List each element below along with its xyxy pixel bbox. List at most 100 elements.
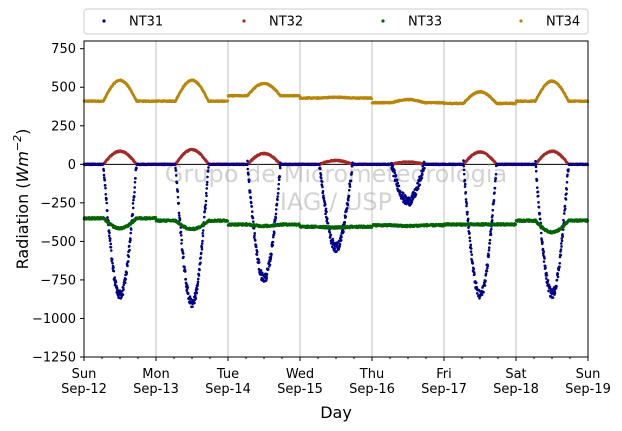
data-point	[102, 173, 106, 177]
data-point	[109, 242, 113, 246]
data-point	[245, 162, 249, 166]
data-point	[246, 167, 250, 171]
data-point	[176, 190, 180, 193]
data-point	[247, 178, 251, 182]
data-point	[249, 196, 253, 200]
data-point	[277, 178, 281, 182]
data-point	[257, 261, 261, 264]
data-point	[184, 277, 188, 281]
data-point	[180, 238, 184, 242]
data-point	[107, 229, 111, 232]
data-point	[105, 201, 109, 205]
legend-label: NT31	[129, 15, 163, 30]
data-point	[177, 201, 181, 205]
data-point	[276, 195, 280, 198]
data-point	[274, 208, 278, 211]
data-point	[276, 198, 279, 202]
data-point	[259, 269, 263, 272]
data-point	[193, 301, 196, 305]
data-point	[128, 248, 131, 252]
data-point	[112, 269, 116, 273]
data-point	[125, 271, 129, 275]
data-point	[204, 199, 208, 203]
data-point	[268, 263, 272, 267]
data-point	[134, 177, 137, 180]
data-point	[129, 228, 133, 231]
data-point	[206, 175, 209, 179]
legend-label: NT33	[408, 15, 442, 30]
data-point	[204, 207, 207, 210]
data-point	[104, 186, 107, 190]
data-point	[253, 234, 256, 237]
data-point	[109, 249, 113, 252]
data-point	[131, 206, 135, 210]
data-point	[199, 261, 202, 265]
data-point	[174, 174, 178, 177]
data-point	[178, 218, 182, 221]
data-point	[176, 195, 180, 199]
data-point	[204, 191, 208, 195]
data-point	[123, 281, 127, 285]
series-layer	[82, 78, 590, 309]
data-point	[104, 193, 108, 196]
data-point	[181, 252, 185, 255]
data-point	[179, 230, 183, 234]
data-point	[182, 255, 185, 259]
data-point	[180, 242, 183, 245]
data-point	[191, 305, 194, 308]
data-point	[109, 245, 113, 249]
data-point	[201, 239, 204, 243]
data-point	[110, 258, 114, 261]
data-point	[106, 216, 109, 219]
data-point	[196, 277, 200, 281]
data-point	[101, 162, 105, 166]
data-point	[250, 210, 254, 213]
data-point	[183, 270, 187, 273]
data-point	[247, 173, 250, 176]
data-point	[271, 243, 275, 247]
data-point	[188, 295, 192, 298]
watermark-text: IAG / USP	[280, 188, 392, 216]
data-point	[174, 169, 178, 172]
data-point	[251, 216, 255, 220]
data-point	[122, 288, 125, 291]
data-point	[113, 276, 117, 279]
data-point	[132, 195, 136, 199]
data-point	[253, 231, 257, 235]
data-point	[112, 266, 115, 269]
data-point	[201, 231, 205, 235]
data-point	[105, 197, 108, 200]
data-point	[129, 238, 132, 242]
data-point	[201, 234, 205, 238]
data-point	[131, 202, 135, 205]
data-point	[198, 268, 201, 272]
data-point	[102, 169, 106, 172]
data-point	[255, 253, 259, 256]
data-point	[206, 169, 210, 172]
data-point	[253, 239, 257, 242]
data-point	[275, 202, 279, 206]
data-point	[278, 175, 282, 178]
data-point	[276, 192, 280, 195]
legend-marker	[242, 19, 246, 23]
data-point	[277, 187, 280, 191]
data-point	[269, 255, 273, 259]
data-point	[196, 280, 200, 284]
legend-label: NT32	[269, 15, 303, 30]
data-point	[257, 258, 261, 262]
data-point	[179, 233, 183, 237]
data-point	[177, 214, 181, 217]
data-point	[195, 287, 199, 291]
legend-frame	[83, 8, 589, 35]
data-point	[278, 166, 282, 170]
data-point	[205, 187, 209, 190]
grid	[155, 41, 517, 357]
data-point	[273, 219, 277, 222]
data-point	[195, 291, 199, 295]
data-point	[108, 231, 111, 235]
data-point	[202, 215, 206, 219]
data-point	[133, 190, 136, 194]
data-point	[200, 242, 204, 245]
